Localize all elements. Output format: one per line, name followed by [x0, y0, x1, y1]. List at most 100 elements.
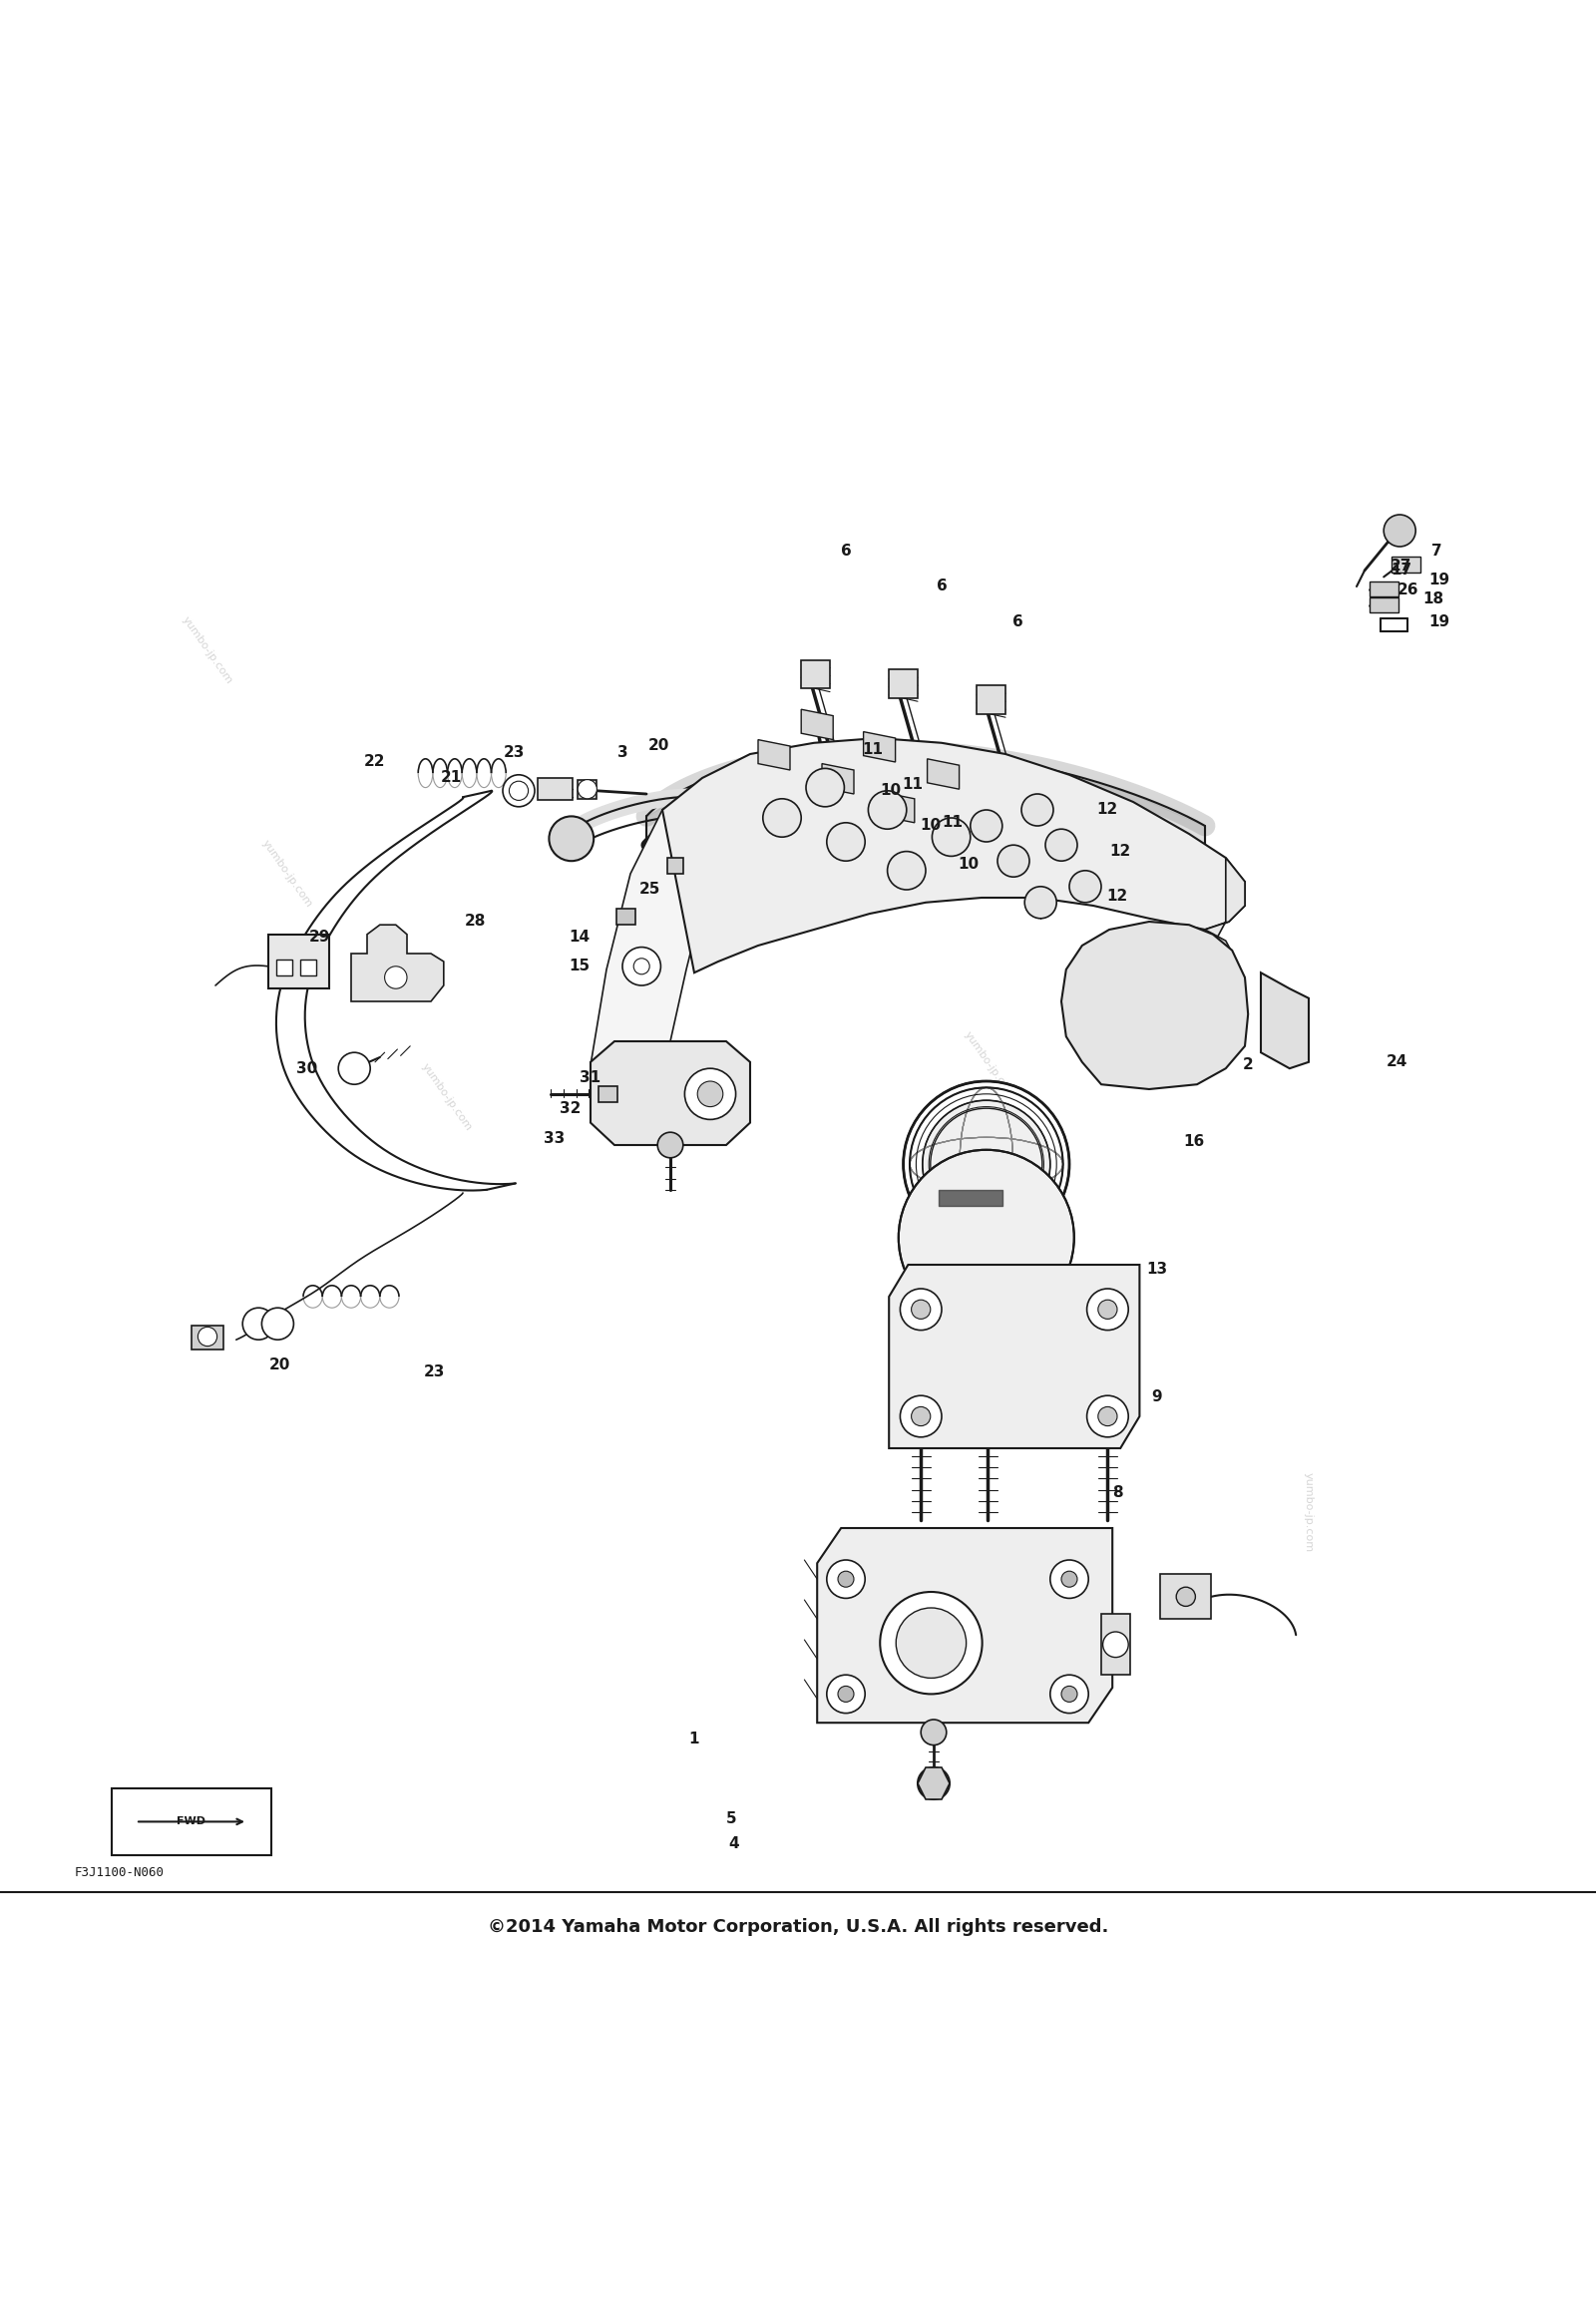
Text: FWD: FWD: [177, 1816, 206, 1827]
Text: 10: 10: [879, 783, 902, 799]
Circle shape: [1087, 1396, 1128, 1437]
Polygon shape: [591, 778, 718, 1098]
Bar: [1392, 557, 1420, 571]
Bar: [667, 857, 683, 873]
Polygon shape: [822, 764, 854, 794]
Bar: [578, 780, 597, 799]
Bar: [112, 1788, 271, 1855]
Text: 22: 22: [364, 755, 386, 769]
Circle shape: [634, 959, 650, 975]
Bar: [300, 959, 316, 975]
Circle shape: [503, 776, 535, 806]
Text: 16: 16: [1183, 1135, 1205, 1149]
Polygon shape: [863, 731, 895, 762]
Text: yumbo-jp.com: yumbo-jp.com: [260, 838, 314, 910]
Text: 12: 12: [1106, 889, 1128, 903]
Circle shape: [697, 1082, 723, 1108]
Circle shape: [899, 1149, 1074, 1326]
Text: 24: 24: [1385, 1054, 1408, 1070]
Circle shape: [1061, 1572, 1077, 1588]
Bar: [1160, 1574, 1211, 1618]
Circle shape: [922, 1101, 1050, 1228]
Bar: [801, 659, 830, 690]
Text: F3J1100-N060: F3J1100-N060: [75, 1867, 164, 1878]
Text: 28: 28: [464, 915, 487, 929]
Polygon shape: [918, 1767, 950, 1800]
Polygon shape: [1061, 922, 1248, 1089]
Circle shape: [911, 1407, 930, 1426]
Bar: [1369, 583, 1398, 597]
Polygon shape: [351, 924, 444, 1001]
Text: 23: 23: [503, 745, 525, 759]
Text: 20: 20: [268, 1358, 290, 1372]
Circle shape: [763, 799, 801, 836]
Text: 27: 27: [1390, 557, 1412, 574]
Text: 19: 19: [1428, 613, 1451, 629]
Polygon shape: [801, 708, 833, 741]
Bar: [538, 778, 573, 801]
Text: 11: 11: [862, 741, 884, 757]
Circle shape: [1098, 1407, 1117, 1426]
Text: 7: 7: [1432, 543, 1441, 560]
Polygon shape: [1117, 857, 1245, 1068]
Bar: [977, 685, 1005, 715]
Circle shape: [838, 1572, 854, 1588]
Circle shape: [1069, 871, 1101, 903]
Circle shape: [827, 1560, 865, 1598]
Text: yumbo-jp.com: yumbo-jp.com: [1304, 1472, 1314, 1551]
Circle shape: [911, 1300, 930, 1319]
Text: 11: 11: [902, 778, 924, 792]
Text: yumbo-jp.com: yumbo-jp.com: [962, 1029, 1017, 1101]
Circle shape: [685, 1068, 736, 1119]
Bar: [889, 669, 918, 699]
Text: yumbo-jp.com: yumbo-jp.com: [180, 615, 235, 685]
Text: ©2014 Yamaha Motor Corporation, U.S.A. All rights reserved.: ©2014 Yamaha Motor Corporation, U.S.A. A…: [488, 1918, 1108, 1937]
Bar: [1369, 597, 1398, 613]
Text: 31: 31: [579, 1070, 602, 1084]
Circle shape: [658, 1133, 683, 1159]
Circle shape: [198, 1326, 217, 1347]
Circle shape: [1103, 1632, 1128, 1658]
Bar: [598, 1087, 618, 1103]
Circle shape: [622, 947, 661, 985]
Circle shape: [338, 1052, 370, 1084]
Text: 29: 29: [308, 931, 330, 945]
Polygon shape: [591, 1040, 750, 1145]
Text: 33: 33: [543, 1131, 565, 1147]
Text: 6: 6: [841, 543, 851, 560]
Circle shape: [549, 817, 594, 861]
Circle shape: [887, 852, 926, 889]
Circle shape: [1050, 1560, 1088, 1598]
Circle shape: [385, 966, 407, 989]
Text: 21: 21: [440, 771, 463, 785]
Bar: [192, 1326, 223, 1349]
Text: 8: 8: [1112, 1486, 1122, 1500]
Circle shape: [578, 780, 597, 799]
Text: 5: 5: [726, 1811, 736, 1825]
Bar: [616, 908, 635, 924]
Circle shape: [879, 1593, 982, 1695]
Text: 1: 1: [689, 1732, 699, 1746]
Circle shape: [900, 1396, 942, 1437]
Bar: [268, 933, 329, 989]
Circle shape: [921, 1721, 946, 1746]
Circle shape: [1176, 1588, 1195, 1607]
Text: 6: 6: [1013, 613, 1023, 629]
Text: 13: 13: [1146, 1263, 1168, 1277]
Circle shape: [1025, 887, 1057, 920]
Text: 4: 4: [729, 1837, 739, 1851]
Circle shape: [900, 1289, 942, 1331]
Circle shape: [970, 810, 1002, 843]
Text: 3: 3: [618, 745, 627, 759]
Circle shape: [262, 1307, 294, 1340]
Circle shape: [827, 822, 865, 861]
Circle shape: [903, 1082, 1069, 1247]
Text: 18: 18: [1422, 592, 1444, 606]
Circle shape: [1045, 829, 1077, 861]
Circle shape: [918, 1767, 950, 1800]
Polygon shape: [1261, 973, 1309, 1068]
Text: yumbo-jp.com: yumbo-jp.com: [420, 1061, 474, 1133]
Text: 25: 25: [638, 882, 661, 896]
Circle shape: [509, 780, 528, 801]
Text: 6: 6: [937, 578, 946, 594]
